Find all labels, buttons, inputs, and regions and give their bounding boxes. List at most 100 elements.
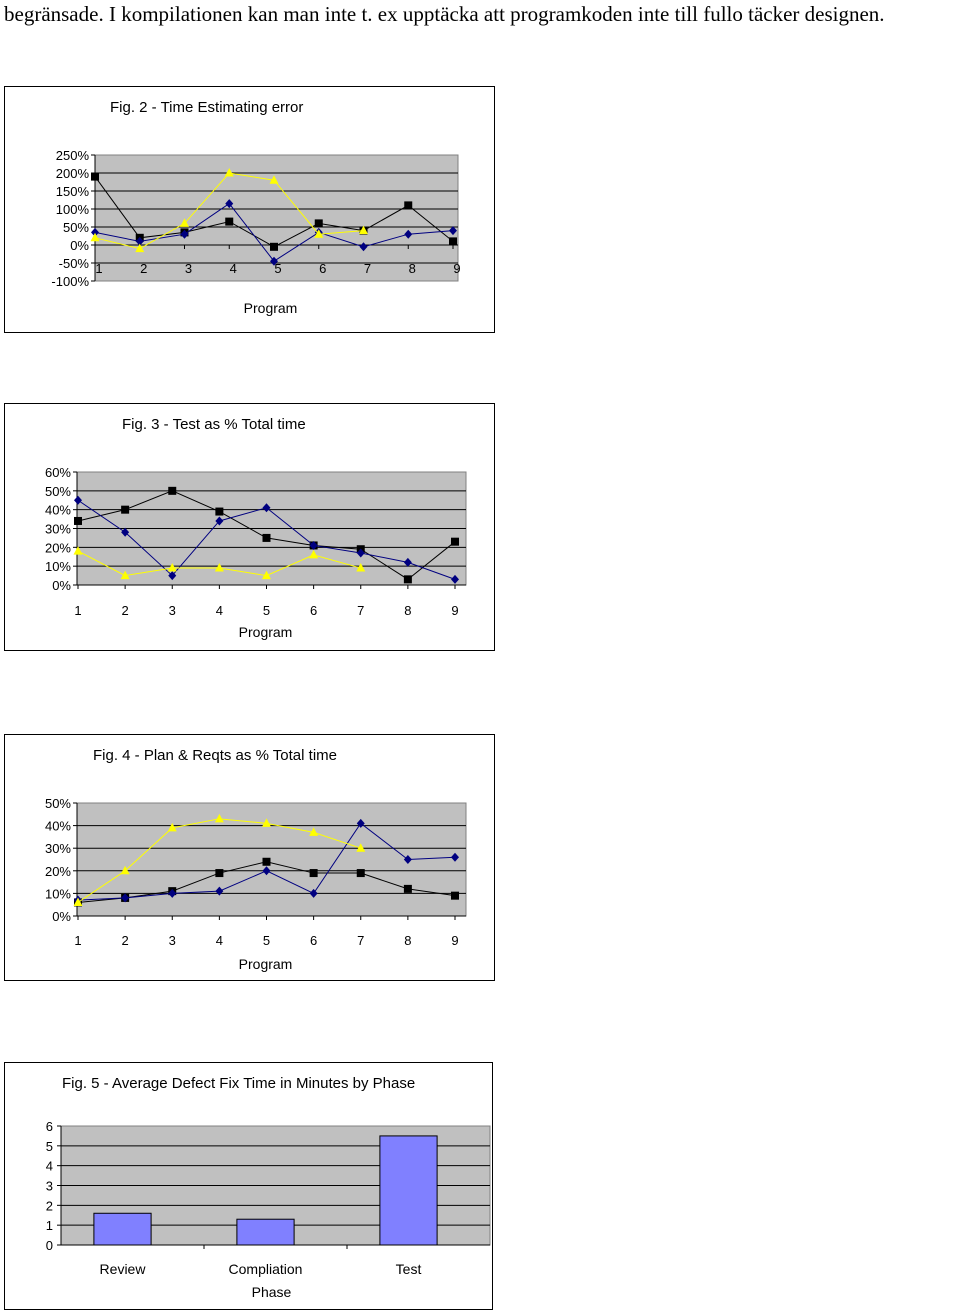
data-point xyxy=(314,229,324,238)
chart-title: Fig. 2 - Time Estimating error xyxy=(110,99,304,116)
chart-fig4: Fig. 4 - Plan & Reqts as % Total time 50… xyxy=(4,734,495,981)
data-point xyxy=(73,546,83,555)
x-tick-label: 9 xyxy=(451,603,458,618)
x-tick-label: 1 xyxy=(74,933,81,948)
data-point xyxy=(90,232,100,242)
x-tick-label: 4 xyxy=(216,933,223,948)
data-point xyxy=(309,827,319,836)
x-tick-label: 6 xyxy=(310,603,317,618)
data-point xyxy=(225,199,234,209)
data-point xyxy=(451,852,459,862)
data-point xyxy=(120,570,130,580)
data-point xyxy=(451,537,459,546)
data-point xyxy=(309,869,318,878)
data-point xyxy=(180,218,189,227)
chart-fig2: Fig. 2 - Time Estimating error 250% 200% 1… xyxy=(4,86,495,333)
x-tick-label: 9 xyxy=(453,261,460,276)
data-point xyxy=(214,563,224,572)
data-point xyxy=(215,507,224,516)
data-point xyxy=(403,855,412,864)
data-point xyxy=(135,236,144,246)
x-tick-label: 2 xyxy=(122,603,129,618)
data-point xyxy=(359,225,368,235)
x-tick-label: Compliation xyxy=(229,1261,303,1277)
x-tick-label: Review xyxy=(100,1261,147,1277)
y-tick-label: 50% xyxy=(45,484,71,499)
data-point xyxy=(449,237,457,246)
chart-fig5: Fig. 5 - Average Defect Fix Time in Minu… xyxy=(4,1062,493,1310)
data-point xyxy=(309,549,319,559)
data-point xyxy=(91,227,99,237)
data-point xyxy=(167,563,177,572)
data-point xyxy=(451,891,459,900)
y-tick-label: 0% xyxy=(70,238,89,253)
y-tick-label: 150% xyxy=(56,184,90,199)
y-tick-label: 20% xyxy=(45,540,71,555)
data-point xyxy=(356,818,365,828)
chart-title: Fig. 3 - Test as % Total time xyxy=(122,416,306,433)
plot-area xyxy=(76,802,467,917)
x-tick-label: 2 xyxy=(140,261,147,276)
data-point xyxy=(269,175,279,184)
data-point xyxy=(135,243,145,253)
data-point xyxy=(224,168,234,177)
x-tick-label: 8 xyxy=(404,603,411,618)
y-tick-label: 100% xyxy=(56,202,90,217)
y-tick-label: 250% xyxy=(56,148,90,163)
data-point xyxy=(449,226,457,236)
data-point xyxy=(314,219,323,228)
data-point xyxy=(225,217,234,226)
y-tick-label: 0% xyxy=(52,578,71,593)
x-tick-label: 7 xyxy=(357,933,364,948)
data-point xyxy=(356,843,366,852)
y-tick-label: 10% xyxy=(45,886,71,901)
y-tick-label: 6 xyxy=(46,1119,53,1134)
bar xyxy=(236,1218,295,1246)
data-point xyxy=(168,571,177,581)
data-point xyxy=(214,813,224,823)
x-axis-label: Program xyxy=(239,956,293,972)
chart-fig2-svg: 250% 200% 150% 100% 50% 0% -50% -100% 1 2 3 4 5 6 7 8 9 P… xyxy=(51,148,460,316)
data-point xyxy=(403,884,412,893)
chart-fig5-svg: 6 5 4 3 2 1 0 Review Compliation Test Phase xyxy=(46,1119,491,1300)
data-point xyxy=(403,575,412,584)
y-tick-label: 4 xyxy=(46,1159,53,1174)
x-tick-label: 4 xyxy=(216,603,223,618)
y-tick-label: 1 xyxy=(46,1218,53,1233)
y-tick-label: -100% xyxy=(51,274,89,289)
data-point xyxy=(167,822,177,832)
x-axis-label: Phase xyxy=(252,1284,292,1300)
data-point xyxy=(121,893,130,903)
data-point xyxy=(262,818,271,827)
data-point xyxy=(404,201,413,210)
data-point xyxy=(404,229,413,239)
y-tick-label: 60% xyxy=(45,465,71,480)
y-tick-label: 20% xyxy=(45,864,71,879)
x-tick-label: 5 xyxy=(263,933,270,948)
y-tick-label: 30% xyxy=(45,522,71,537)
data-point xyxy=(309,888,318,898)
data-point xyxy=(262,866,271,876)
chart-fig3-svg: 60% 50% 40% 30% 20% 10% 0%1 2 3 4 5 6 7 8 9 Program xyxy=(45,465,467,640)
x-tick-label: 1 xyxy=(74,603,81,618)
x-tick-label: 3 xyxy=(169,603,176,618)
data-point xyxy=(309,540,318,550)
x-tick-label: 8 xyxy=(409,261,416,276)
y-tick-label: 50% xyxy=(45,796,71,811)
y-tick-label: 30% xyxy=(45,841,71,856)
data-point xyxy=(168,888,177,898)
data-point xyxy=(91,172,99,181)
x-tick-label: 7 xyxy=(364,261,371,276)
x-tick-label: 2 xyxy=(122,933,129,948)
data-point xyxy=(270,256,278,266)
x-tick-label: 9 xyxy=(451,933,458,948)
x-tick-label: 8 xyxy=(404,933,411,948)
intro-paragraph: begränsade. I kompilationen kan man inte… xyxy=(4,2,885,26)
y-tick-label: 0 xyxy=(46,1238,53,1253)
x-tick-label: Test xyxy=(396,1261,422,1277)
data-point xyxy=(180,229,189,239)
data-point xyxy=(120,865,130,875)
y-tick-label: 50% xyxy=(63,220,89,235)
data-point xyxy=(451,574,459,584)
data-point xyxy=(356,869,365,878)
